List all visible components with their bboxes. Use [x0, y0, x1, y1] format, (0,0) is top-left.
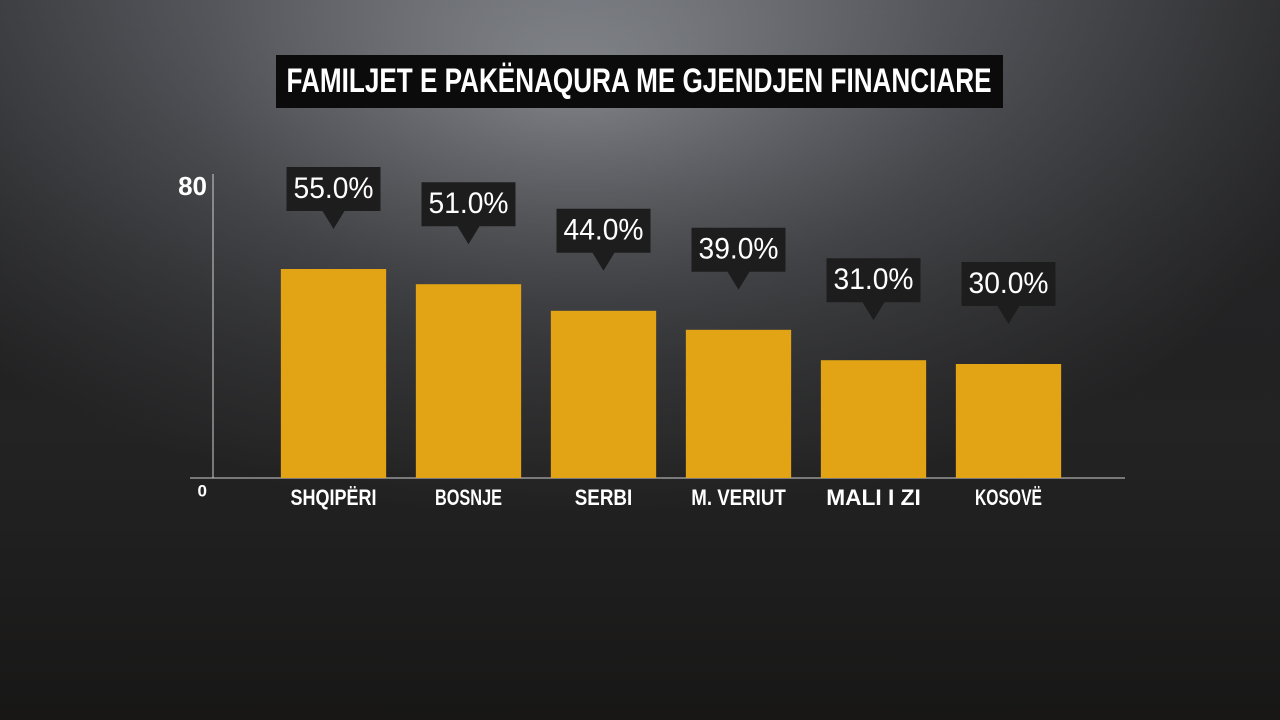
- value-label: 55.0%: [294, 172, 374, 205]
- x-tick-label: M. VERIUT: [691, 485, 786, 510]
- label-box: [826, 258, 921, 321]
- bar: [280, 269, 387, 478]
- x-tick-label: KOSOVË: [975, 485, 1042, 510]
- bar: [955, 364, 1062, 478]
- bar: [820, 360, 927, 478]
- bar: [685, 329, 792, 478]
- label-box: [556, 208, 651, 271]
- title-box: [276, 55, 1003, 108]
- label-box: [286, 167, 381, 229]
- bar: [550, 310, 657, 478]
- label-box: [421, 182, 516, 245]
- value-label: 39.0%: [699, 233, 779, 266]
- x-tick-label: SERBI: [575, 485, 633, 510]
- x-tick-label: MALI I ZI: [826, 485, 921, 510]
- y-tick-label: 80: [178, 171, 207, 201]
- chart-title: FAMILJET E PAKËNAQURA ME GJENDJEN FINANC…: [287, 62, 992, 100]
- x-tick-label: BOSNJE: [435, 485, 502, 510]
- label-box: [691, 227, 786, 290]
- x-tick-label: SHQIPËRI: [291, 485, 377, 510]
- value-label: 44.0%: [564, 214, 644, 247]
- value-label: 51.0%: [429, 187, 509, 220]
- label-box: [961, 262, 1056, 324]
- value-label: 30.0%: [969, 267, 1049, 300]
- value-label: 31.0%: [834, 263, 914, 296]
- y-tick-label: 0: [198, 481, 207, 500]
- bar: [415, 284, 522, 478]
